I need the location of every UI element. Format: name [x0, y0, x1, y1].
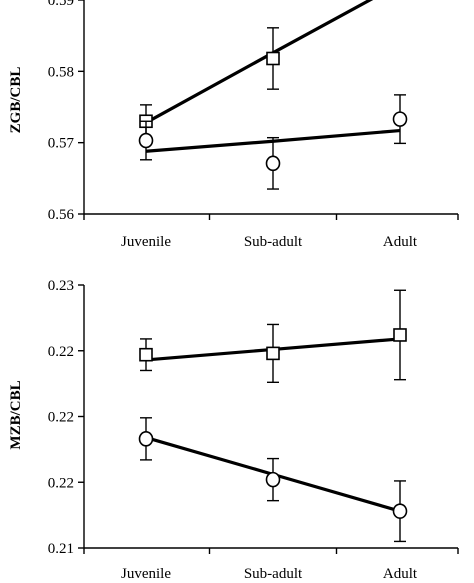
circle-point [138, 132, 154, 149]
y-tick-label: 0.59 [48, 0, 74, 9]
x-tick-label: Adult [383, 566, 418, 582]
y-tick-label: 0.57 [48, 136, 75, 152]
y-tick-label: 0.23 [48, 278, 74, 294]
y-tick-label: 0.21 [48, 541, 74, 557]
circle-point [265, 155, 281, 172]
circle-point [138, 431, 154, 447]
chart-zgb-cbl: 0.56 0.57 0.58 0.59 Juvenile Sub-adult Adult ZG… [8, 0, 459, 250]
series-square [139, 289, 407, 384]
square-point [139, 347, 153, 362]
series-square [139, 0, 374, 139]
y-tick-label: 0.22 [48, 410, 74, 426]
x-tick-label: Juvenile [121, 234, 171, 250]
series-circle [138, 417, 408, 543]
y-axis-title: ZGB/CBL [8, 67, 24, 134]
x-tick-label: Juvenile [121, 566, 171, 582]
circle-point [392, 111, 408, 127]
circle-point [265, 471, 281, 488]
y-tick-label: 0.58 [48, 64, 74, 80]
y-tick-label: 0.22 [48, 475, 74, 491]
y-tick-label: 0.22 [48, 344, 74, 360]
y-tick-label: 0.56 [48, 207, 75, 223]
y-axis-title: MZB/CBL [8, 380, 24, 449]
square-point [266, 51, 280, 66]
x-tick-label: Sub-adult [244, 566, 303, 582]
square-point [393, 328, 407, 342]
x-tick-label: Adult [383, 234, 418, 250]
series-circle [138, 94, 408, 190]
circle-point [392, 503, 408, 519]
x-tick-label: Sub-adult [244, 234, 303, 250]
square-point [266, 346, 280, 361]
chart-mzb-cbl: 0.21 0.22 0.22 0.22 0.23 Juvenile Sub-adult Adu… [8, 278, 459, 582]
